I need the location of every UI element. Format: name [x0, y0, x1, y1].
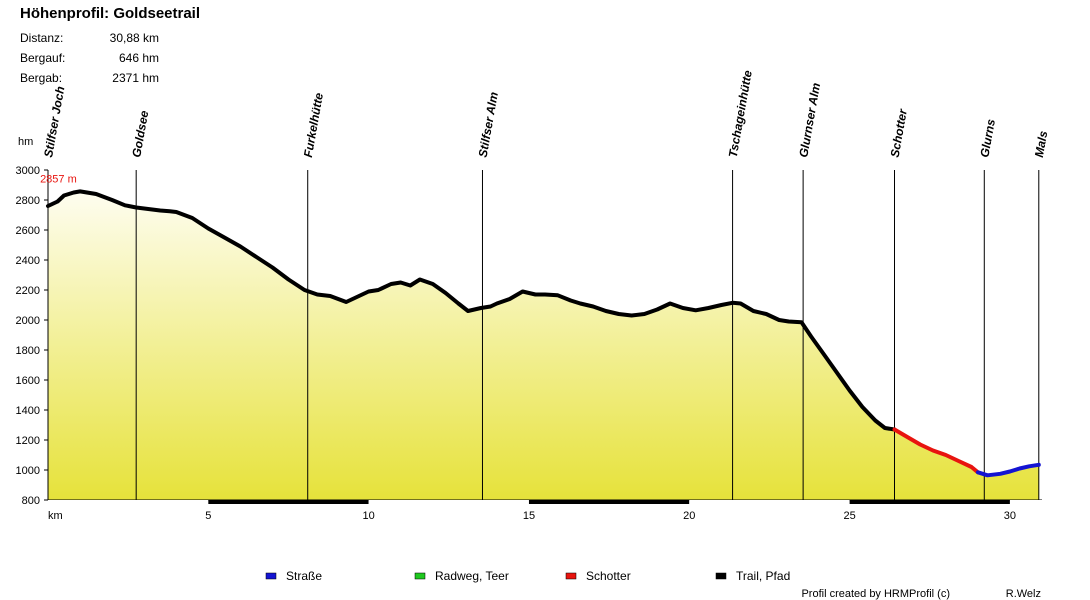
stat-ascent-value: 646 hm — [119, 51, 159, 65]
km-scale-bar-segment — [48, 500, 209, 504]
area-fill-layer — [48, 191, 1039, 500]
legend-swatch — [565, 572, 577, 580]
stat-distance-label: Distanz: — [20, 31, 63, 45]
max-elevation-label: 2857 m — [40, 173, 77, 185]
y-tick-label: 1800 — [16, 345, 40, 357]
legend-swatch — [265, 572, 277, 580]
annotation-layer: 2857 m — [40, 173, 77, 185]
waypoint-label: Mals — [1032, 129, 1050, 158]
x-tick-label: 10 — [363, 510, 375, 522]
legend: Straße Radweg, Teer Schotter Trail, Pfad — [265, 569, 790, 583]
series-line-trail-pfad — [46, 189, 897, 432]
y-tick-label: 2000 — [16, 315, 40, 327]
waypoint-label: Stilfser Alm — [476, 91, 501, 159]
x-tick-label: 15 — [523, 510, 535, 522]
footer-author: R.Welz — [1006, 588, 1041, 600]
km-scale-bar-segment — [208, 500, 369, 504]
x-tick-label: 20 — [683, 510, 695, 522]
footer-credit: Profil created by HRMProfil (c) — [801, 588, 950, 600]
y-tick-label: 1200 — [16, 435, 40, 447]
legend-item-label: Schotter — [586, 569, 631, 583]
waypoint-label: Furkelhütte — [301, 91, 326, 158]
y-tick-label: 2200 — [16, 285, 40, 297]
x-tick-label: 5 — [205, 510, 211, 522]
km-scale-bar-segment — [689, 500, 850, 504]
waypoint-layer: Stilfser Joch Goldsee Furkelhütte Stilfser … — [41, 69, 1050, 500]
waypoint-label: Tschageinhütte — [726, 69, 755, 159]
km-scale-bar-segment — [1009, 500, 1042, 504]
series-line-stra-e — [975, 462, 1041, 478]
y-tick-label: 2600 — [16, 225, 40, 237]
stat-descent-label: Bergab: — [20, 71, 62, 85]
series-lines-layer — [46, 189, 1041, 478]
km-scale-bar-segment — [528, 500, 690, 504]
stat-distance-value: 30,88 km — [110, 31, 159, 45]
x-tick-label: 25 — [843, 510, 855, 522]
y-tick-label: 3000 — [16, 165, 40, 177]
km-scale-bar-segment — [849, 500, 1010, 504]
y-axis-label: hm — [18, 136, 33, 148]
y-tick-label: 1000 — [16, 465, 40, 477]
y-tick-label: 2800 — [16, 195, 40, 207]
waypoint-label: Glurns — [977, 118, 998, 159]
waypoint-label: Stilfser Joch — [41, 85, 67, 158]
stat-descent-value: 2371 hm — [112, 71, 159, 85]
legend-item-label: Straße — [286, 569, 322, 583]
y-tick-label: 2400 — [16, 255, 40, 267]
series-line-schotter — [892, 427, 980, 475]
x-tick-label: 30 — [1004, 510, 1016, 522]
waypoint-label: Schotter — [888, 107, 910, 159]
axes-layer: 800 1000 1200 1400 1600 1800 2000 2200 2400 2600 2… — [16, 165, 1042, 522]
x-axis-label: km — [48, 510, 63, 522]
legend-swatch — [715, 572, 727, 580]
legend-swatch — [414, 572, 426, 580]
km-scale-bar-segment — [368, 500, 529, 504]
chart-title: Höhenprofil: Goldseetrail — [20, 5, 200, 22]
waypoint-label: Glurnser Alm — [796, 81, 823, 158]
legend-item-label: Radweg, Teer — [435, 569, 509, 583]
y-tick-label: 800 — [22, 495, 40, 507]
legend-item-label: Trail, Pfad — [736, 569, 790, 583]
y-tick-label: 1600 — [16, 375, 40, 387]
area-fill — [48, 191, 1039, 500]
y-tick-label: 1400 — [16, 405, 40, 417]
waypoint-label: Goldsee — [129, 109, 151, 158]
stat-ascent-label: Bergauf: — [20, 51, 65, 65]
